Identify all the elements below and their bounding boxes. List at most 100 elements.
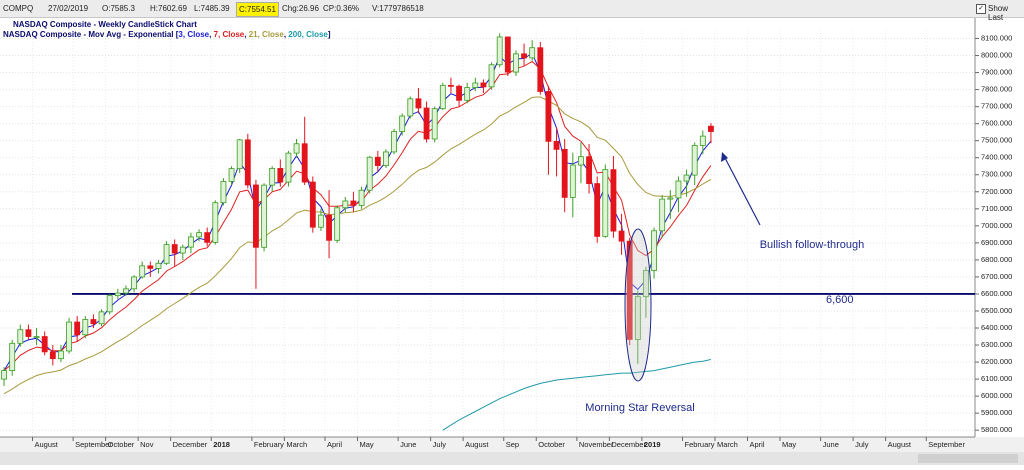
legend-entry: 200, Close <box>288 30 328 39</box>
candle-body <box>448 84 454 87</box>
change: Chg:26.96 <box>282 4 319 13</box>
candle-body <box>366 156 373 191</box>
x-tick-label: April <box>327 440 342 449</box>
candle-body <box>561 148 568 198</box>
checkbox[interactable]: ✓ <box>976 4 986 14</box>
x-tick-label: March <box>717 440 738 449</box>
y-tick-label: 5800.000 <box>981 425 1012 434</box>
candle-body <box>106 295 113 313</box>
x-tick-label: September <box>928 440 965 449</box>
candle-body <box>301 143 308 183</box>
x-tick-label: Sep <box>506 440 519 449</box>
x-axis-strip <box>0 437 1024 452</box>
candle-body <box>708 125 714 132</box>
candle-body <box>82 319 89 336</box>
candle-body <box>253 184 259 248</box>
change-pct: CP:0.36% <box>323 4 360 13</box>
candle-body <box>58 350 64 360</box>
ema-line <box>3 60 712 371</box>
candle-body <box>699 135 706 146</box>
candle-body <box>659 198 666 232</box>
candle-body <box>163 244 170 264</box>
x-tick-label: September <box>75 440 112 449</box>
x-tick-label: August <box>888 440 912 449</box>
highlight-ellipse <box>624 228 652 382</box>
candle-body <box>537 47 544 92</box>
legend-entry: 7, Close <box>214 30 245 39</box>
candle-body <box>569 164 576 198</box>
candle-body <box>49 351 56 360</box>
candle-body <box>123 288 129 294</box>
candle-body <box>139 265 146 278</box>
y-tick-label: 6300.000 <box>981 340 1012 349</box>
candle-body <box>488 64 495 88</box>
y-tick-label: 6800.000 <box>981 255 1012 264</box>
candle-body <box>90 319 97 325</box>
candle-body <box>439 84 446 110</box>
candle-body <box>220 180 227 204</box>
candle-body <box>683 174 690 182</box>
y-tick-label: 8000.000 <box>981 51 1012 60</box>
candle-body <box>651 230 657 271</box>
y-tick-label: 7400.000 <box>981 153 1012 162</box>
symbol: COMPQ <box>3 4 34 13</box>
x-tick-label: May <box>782 440 796 449</box>
candle-body <box>431 108 438 140</box>
arrow-head <box>721 152 728 162</box>
candle-body <box>196 232 202 238</box>
candle-body <box>41 336 48 353</box>
scroll-buttons[interactable] <box>918 454 1018 463</box>
x-tick-label: November <box>579 440 614 449</box>
candle-body <box>1 370 7 380</box>
candle-body <box>618 230 625 242</box>
candle-body <box>236 139 243 170</box>
candle-body <box>285 152 292 183</box>
x-tick-label: June <box>823 440 839 449</box>
date: 27/02/2019 <box>48 4 89 13</box>
candle-body <box>456 85 462 101</box>
legend-suffix: ] <box>328 30 331 39</box>
annotation: Morning Star Reversal <box>585 402 694 414</box>
x-tick-label: May <box>360 440 374 449</box>
y-tick-label: 7700.000 <box>981 102 1012 111</box>
y-tick-label: 7200.000 <box>981 187 1012 196</box>
y-tick-label: 7100.000 <box>981 204 1012 213</box>
plot <box>0 30 975 437</box>
high: H:7602.69 <box>150 4 187 13</box>
candle-body <box>171 244 178 254</box>
candle-body <box>464 87 471 101</box>
y-tick-label: 6600.000 <box>981 289 1012 298</box>
candle-body <box>407 98 414 117</box>
candle-body <box>33 336 40 338</box>
x-tick-label: July <box>433 440 447 449</box>
chart: NASDAQ Composite - Weekly CandleStick Ch… <box>0 18 1024 465</box>
legend-entry: 3, Close <box>178 30 209 39</box>
x-tick-label: August <box>465 440 489 449</box>
candle-body <box>25 329 32 337</box>
candle-body <box>277 168 284 183</box>
show-last[interactable]: Show Last <box>988 4 1009 22</box>
scrollbar[interactable] <box>0 452 1024 465</box>
candle-body <box>114 292 121 297</box>
candle-body <box>391 131 397 153</box>
y-tick-label: 6500.000 <box>981 306 1012 315</box>
legend-entry: 21, Close <box>249 30 285 39</box>
volume: V:1779786518 <box>372 4 424 13</box>
candle-body <box>244 139 251 186</box>
candle-body <box>643 270 649 298</box>
candle-body <box>98 311 105 325</box>
x-tick-label: December <box>611 440 646 449</box>
x-tick-label: October <box>538 440 565 449</box>
candle-body <box>513 53 519 73</box>
y-tick-label: 7000.000 <box>981 221 1012 230</box>
y-tick-label: 6100.000 <box>981 374 1012 383</box>
candle-body <box>293 143 300 154</box>
candle-body <box>667 197 674 200</box>
annotation: Bullish follow-through <box>760 239 865 251</box>
candle-body <box>147 265 154 269</box>
candle-body <box>9 342 16 371</box>
candle-body <box>155 262 162 269</box>
y-tick-label: 7300.000 <box>981 170 1012 179</box>
candle-body <box>358 189 365 206</box>
